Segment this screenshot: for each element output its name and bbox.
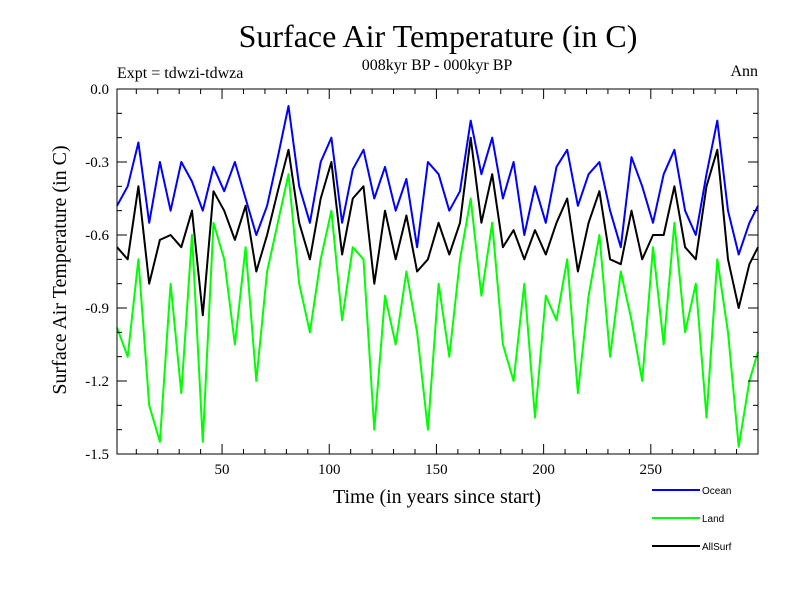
series-line-land — [116, 173, 759, 448]
plot-area — [116, 105, 759, 448]
y-axis-label: Surface Air Temperature (in C) — [49, 145, 71, 394]
series-line-ocean — [116, 105, 759, 256]
legend-label-land: Land — [702, 514, 724, 525]
axes: 50 100 150 200 250 0.0 -0.3 -0.6 -0.9 -1.2 -1.5 — [85, 82, 759, 478]
series-line-allsurf — [116, 136, 759, 317]
x-tick-label: 200 — [532, 462, 555, 478]
x-tick-label: 100 — [318, 462, 341, 478]
experiment-label: Expt = tdwzi-tdwza — [117, 65, 243, 82]
chart-subtitle: 008kyr BP - 000kyr BP — [362, 57, 513, 74]
legend-label-allsurf: AllSurf — [702, 542, 732, 553]
y-tick-label: -1.5 — [85, 447, 109, 463]
legend: Ocean Land AllSurf — [652, 486, 732, 553]
x-tick-label: 50 — [215, 462, 230, 478]
legend-label-ocean: Ocean — [702, 486, 731, 497]
y-tick-label: -1.2 — [85, 374, 109, 390]
x-tick-label: 150 — [425, 462, 448, 478]
y-tick-label: 0.0 — [90, 82, 109, 98]
y-tick-label: -0.9 — [85, 301, 109, 317]
y-tick-label: -0.6 — [85, 228, 109, 244]
x-axis-label: Time (in years since start) — [333, 486, 541, 508]
chart-title: Surface Air Temperature (in C) — [239, 18, 638, 54]
plot-frame — [116, 88, 759, 455]
period-label: Ann — [730, 63, 758, 80]
x-tick-label: 250 — [640, 462, 663, 478]
y-tick-label: -0.3 — [85, 155, 109, 171]
